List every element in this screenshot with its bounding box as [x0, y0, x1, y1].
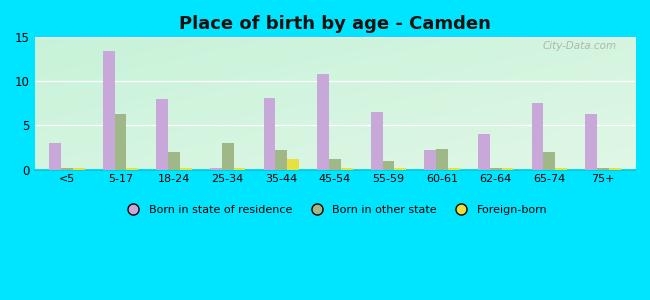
Title: Place of birth by age - Camden: Place of birth by age - Camden [179, 15, 491, 33]
Bar [222, 143, 233, 170]
Bar [126, 168, 138, 169]
Bar [73, 168, 84, 169]
Bar [395, 168, 406, 169]
Bar [543, 152, 555, 170]
Bar [489, 168, 502, 169]
Bar [49, 143, 61, 170]
Bar [532, 103, 543, 169]
Bar [317, 74, 329, 170]
Bar [180, 168, 192, 169]
Bar [168, 152, 180, 170]
Bar [597, 168, 609, 169]
Bar [210, 168, 222, 169]
Bar [276, 150, 287, 170]
Bar [341, 168, 352, 169]
Bar [157, 99, 168, 170]
Bar [114, 114, 126, 170]
Bar [264, 98, 276, 170]
Bar [585, 114, 597, 170]
Bar [233, 168, 245, 169]
Bar [478, 134, 489, 170]
Bar [329, 159, 341, 169]
Bar [383, 161, 395, 170]
Bar [502, 168, 514, 169]
Legend: Born in state of residence, Born in other state, Foreign-born: Born in state of residence, Born in othe… [118, 201, 552, 220]
Bar [555, 168, 567, 169]
Bar [424, 150, 436, 170]
Bar [61, 168, 73, 169]
Bar [609, 168, 621, 169]
Bar [448, 168, 460, 169]
Bar [436, 149, 448, 170]
Text: City-Data.com: City-Data.com [543, 41, 617, 51]
Bar [370, 112, 383, 170]
Bar [287, 159, 299, 169]
Bar [103, 51, 114, 169]
